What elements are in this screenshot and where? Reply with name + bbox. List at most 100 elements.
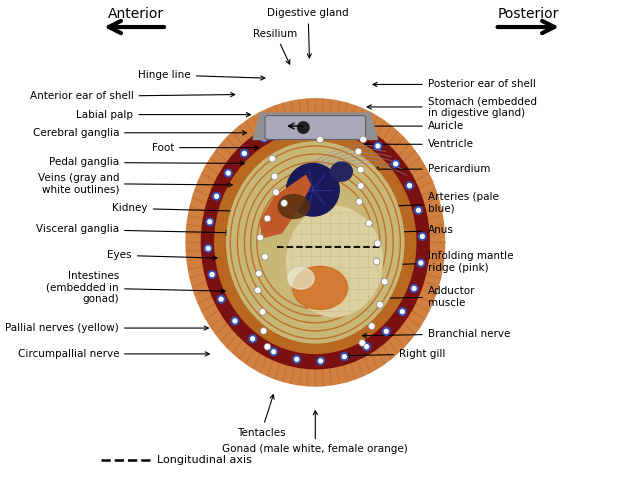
Circle shape (381, 278, 388, 285)
Text: Pallial nerves (yellow): Pallial nerves (yellow) (5, 323, 209, 333)
Text: Veins (gray and
white outlines): Veins (gray and white outlines) (38, 173, 232, 194)
Circle shape (297, 122, 309, 133)
Circle shape (416, 208, 420, 212)
Circle shape (251, 337, 255, 341)
Ellipse shape (287, 206, 382, 317)
Circle shape (355, 148, 362, 155)
Text: Posterior: Posterior (498, 7, 559, 21)
Ellipse shape (227, 142, 404, 343)
Text: Labial palp: Labial palp (76, 109, 251, 120)
Circle shape (384, 329, 388, 333)
Ellipse shape (215, 132, 416, 353)
Circle shape (365, 345, 369, 348)
Circle shape (204, 244, 212, 252)
Text: Foot: Foot (152, 143, 259, 153)
Circle shape (243, 152, 246, 156)
Text: Ventricle: Ventricle (365, 139, 474, 149)
Circle shape (269, 156, 275, 162)
Text: Pericardium: Pericardium (374, 164, 490, 174)
Circle shape (272, 350, 275, 354)
Ellipse shape (288, 267, 314, 289)
Circle shape (270, 348, 277, 356)
Ellipse shape (186, 99, 445, 386)
Text: Gonad (male white, female orange): Gonad (male white, female orange) (222, 410, 408, 455)
Circle shape (209, 271, 216, 278)
Circle shape (382, 327, 390, 335)
Circle shape (359, 339, 365, 346)
Circle shape (356, 198, 363, 205)
Circle shape (284, 126, 288, 130)
Text: Digestive gland: Digestive gland (267, 9, 349, 58)
Circle shape (392, 160, 399, 168)
Circle shape (401, 310, 404, 313)
Text: Cerebral ganglia: Cerebral ganglia (33, 128, 247, 138)
Circle shape (224, 169, 232, 177)
Text: Resilium: Resilium (253, 29, 298, 64)
Circle shape (208, 220, 212, 224)
Circle shape (417, 259, 425, 267)
Circle shape (360, 136, 367, 143)
Ellipse shape (278, 194, 309, 218)
Text: Intestines
(embedded in
gonad): Intestines (embedded in gonad) (47, 271, 225, 304)
Circle shape (415, 206, 422, 214)
Circle shape (355, 131, 359, 135)
Text: Longitudinal axis: Longitudinal axis (158, 455, 252, 465)
Circle shape (319, 359, 323, 363)
Circle shape (408, 184, 411, 188)
Polygon shape (253, 113, 377, 140)
Ellipse shape (202, 116, 429, 369)
Circle shape (363, 343, 370, 350)
Circle shape (330, 121, 338, 129)
Circle shape (420, 235, 424, 239)
Circle shape (341, 353, 348, 360)
Circle shape (369, 323, 375, 329)
Text: Visceral ganglia: Visceral ganglia (36, 225, 230, 235)
Circle shape (260, 327, 267, 334)
Circle shape (255, 287, 261, 294)
Text: Arteries (pale
blue): Arteries (pale blue) (383, 192, 499, 214)
Circle shape (226, 171, 230, 175)
Circle shape (399, 308, 406, 315)
Circle shape (293, 356, 301, 363)
Text: Circumpallial nerve: Circumpallial nerve (18, 349, 209, 359)
Circle shape (273, 189, 279, 195)
Circle shape (365, 220, 372, 227)
Text: Anterior ear of shell: Anterior ear of shell (30, 91, 235, 101)
Text: Stomach (embedded
in digestive gland): Stomach (embedded in digestive gland) (367, 96, 537, 118)
Circle shape (206, 246, 210, 250)
Text: Tentacles: Tentacles (237, 395, 285, 438)
FancyBboxPatch shape (265, 116, 365, 140)
Circle shape (241, 150, 248, 157)
Circle shape (394, 162, 398, 166)
Circle shape (282, 124, 290, 132)
Circle shape (332, 123, 336, 127)
Circle shape (257, 234, 263, 241)
Circle shape (213, 192, 220, 200)
Text: Infolding mantle
ridge (pink): Infolding mantle ridge (pink) (386, 251, 513, 273)
Circle shape (418, 233, 427, 240)
Circle shape (410, 285, 418, 292)
Circle shape (343, 355, 347, 359)
Circle shape (206, 218, 214, 226)
Text: Kidney: Kidney (112, 204, 241, 214)
Circle shape (260, 309, 266, 315)
Circle shape (357, 166, 364, 173)
Ellipse shape (292, 266, 348, 310)
Text: Posterior ear of shell: Posterior ear of shell (373, 80, 536, 89)
Circle shape (233, 319, 237, 323)
Circle shape (217, 295, 225, 303)
Text: Branchial nerve: Branchial nerve (362, 329, 510, 339)
Ellipse shape (331, 162, 352, 181)
Text: Anus: Anus (379, 226, 454, 235)
Circle shape (412, 287, 416, 290)
Circle shape (317, 136, 323, 143)
Text: Right gill: Right gill (346, 349, 445, 359)
Circle shape (353, 129, 361, 137)
Ellipse shape (287, 163, 339, 216)
Circle shape (272, 173, 278, 180)
Circle shape (215, 194, 219, 198)
Circle shape (219, 297, 223, 301)
Circle shape (261, 253, 268, 260)
Circle shape (264, 215, 271, 222)
Circle shape (264, 343, 271, 350)
